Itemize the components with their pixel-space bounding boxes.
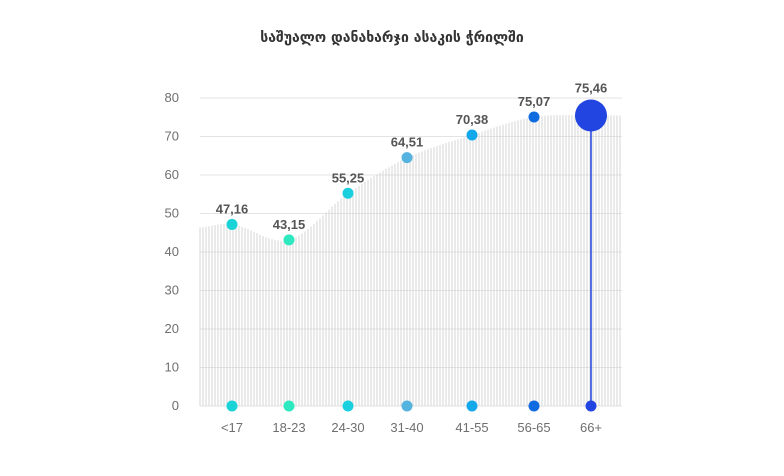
data-point-3 (402, 152, 413, 163)
data-point-5 (529, 111, 540, 122)
baseline-dot-1 (284, 401, 295, 412)
y-tick-label-50: 50 (165, 206, 179, 221)
x-tick-label-1: 18-23 (272, 420, 305, 435)
y-tick-label-70: 70 (165, 129, 179, 144)
baseline-dot-6 (586, 401, 597, 412)
data-label-4: 70,38 (456, 112, 489, 127)
data-label-6: 75,46 (575, 80, 608, 95)
baseline-dot-3 (402, 401, 413, 412)
data-label-1: 43,15 (273, 217, 306, 232)
data-point-0 (227, 219, 238, 230)
data-label-2: 55,25 (332, 170, 365, 185)
baseline-dot-2 (343, 401, 354, 412)
y-tick-label-20: 20 (165, 321, 179, 336)
data-point-6 (575, 99, 607, 131)
data-label-3: 64,51 (391, 135, 424, 150)
data-point-2 (343, 188, 354, 199)
x-tick-label-3: 31-40 (390, 420, 423, 435)
baseline-dot-0 (227, 401, 238, 412)
x-tick-label-2: 24-30 (331, 420, 364, 435)
data-label-0: 47,16 (216, 201, 249, 216)
data-point-4 (467, 130, 478, 141)
y-tick-label-0: 0 (172, 398, 179, 413)
data-marks: 47,16 43,15 55,25 64,51 70,38 75,07 75,46 (216, 80, 608, 411)
x-tick-label-5: 56-65 (517, 420, 550, 435)
y-tick-label-40: 40 (165, 244, 179, 259)
y-tick-label-30: 30 (165, 283, 179, 298)
baseline-dot-5 (529, 401, 540, 412)
data-label-5: 75,07 (518, 94, 551, 109)
x-tick-label-4: 41-55 (455, 420, 488, 435)
baseline-dot-4 (467, 401, 478, 412)
data-point-1 (284, 234, 295, 245)
y-tick-label-10: 10 (165, 360, 179, 375)
y-tick-label-60: 60 (165, 167, 179, 182)
y-tick-label-80: 80 (165, 90, 179, 105)
x-tick-label-0: <17 (221, 420, 243, 435)
x-tick-label-6: 66+ (580, 420, 602, 435)
